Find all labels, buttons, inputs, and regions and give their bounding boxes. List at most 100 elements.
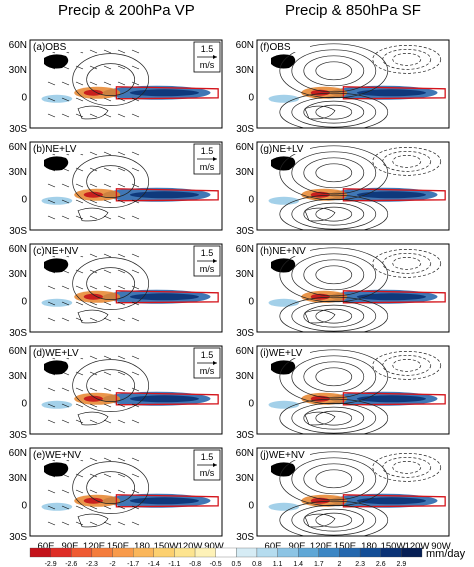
panel-label: (i)WE+LV <box>260 348 303 359</box>
contour <box>303 361 365 393</box>
wind-vector <box>75 215 84 220</box>
panel-label: (d)WE+LV <box>33 348 79 359</box>
panel-frame <box>256 345 450 435</box>
wind-vector <box>89 521 98 526</box>
panel-frame <box>29 345 223 435</box>
wind-vector <box>61 269 70 274</box>
panel-frame <box>29 447 223 537</box>
wind-vector <box>47 403 56 408</box>
coastline <box>77 513 109 528</box>
colorbar-swatch <box>50 547 72 558</box>
panel-frame <box>29 141 223 231</box>
wind-vector <box>117 403 126 408</box>
map-field <box>268 451 446 536</box>
map-field <box>41 253 219 324</box>
contour <box>291 198 377 230</box>
wind-vector <box>103 81 112 86</box>
wind-vector <box>131 387 140 392</box>
wind-vector <box>117 371 126 376</box>
contour <box>291 300 377 332</box>
wind-vector <box>75 473 84 478</box>
wind-vector <box>89 167 98 172</box>
wind-vector <box>47 521 56 526</box>
wet-core <box>356 497 426 505</box>
contour <box>291 355 377 399</box>
wind-vector <box>75 419 84 424</box>
wind-vector <box>131 457 140 462</box>
dashed-contour <box>382 151 432 172</box>
wind-vector <box>75 505 84 510</box>
ref-vector-unit: m/s <box>200 366 215 376</box>
contour <box>315 206 353 222</box>
coastline <box>304 207 336 222</box>
ref-vector-value: 1.5 <box>201 146 214 156</box>
wind-vector <box>103 65 112 70</box>
panel-label: (c)NE+NV <box>33 246 79 257</box>
indian-ocean-wet <box>268 196 300 205</box>
wind-vector <box>47 371 56 376</box>
wind-vector <box>47 65 56 70</box>
lat-tick-label: 30S <box>9 124 27 135</box>
wind-vector <box>131 151 140 156</box>
wind-vector <box>131 419 140 424</box>
colorbar-tick-label: 2 <box>338 561 342 567</box>
land-mass <box>44 156 69 171</box>
wind-vector <box>103 317 112 322</box>
dashed-contour <box>392 155 422 168</box>
wind-vector <box>89 199 98 204</box>
wind-vector <box>75 199 84 204</box>
wind-vector <box>131 317 140 322</box>
wind-vector <box>103 167 112 172</box>
dry-core <box>83 497 103 504</box>
lat-tick-label: 60N <box>9 346 27 357</box>
wind-vector <box>61 505 70 510</box>
nino-box-outline <box>115 188 219 202</box>
lat-tick-label: 30S <box>236 430 254 441</box>
wind-vector <box>103 151 112 156</box>
nino-box-outline <box>342 188 446 202</box>
colorbar-tick-label: -0.5 <box>210 561 222 567</box>
lon-tick-label: 150W <box>381 541 406 552</box>
map-field <box>41 49 219 120</box>
wind-vector <box>61 285 70 290</box>
wind-vector <box>47 285 56 290</box>
colorbar-tick-label: 1.4 <box>293 561 303 567</box>
dashed-contour <box>372 453 442 482</box>
indian-ocean-wet <box>41 196 73 205</box>
ref-vector-unit: m/s <box>200 264 215 274</box>
wet-core <box>129 293 199 301</box>
colorbar-tick-label: -2.9 <box>45 561 57 567</box>
wet-core <box>356 89 426 97</box>
contour <box>303 463 365 495</box>
wind-vector <box>89 371 98 376</box>
contour <box>86 63 135 96</box>
wind-vector <box>103 489 112 494</box>
contour <box>291 253 377 297</box>
coastline <box>304 105 336 120</box>
wind-vector <box>117 301 126 306</box>
contour <box>291 402 377 434</box>
wet-core <box>129 89 199 97</box>
contour <box>72 53 149 106</box>
contour <box>303 157 365 189</box>
lat-tick-label: 30S <box>236 328 254 339</box>
wind-vector <box>61 215 70 220</box>
dashed-contour <box>392 257 422 270</box>
panel-frame <box>29 39 223 129</box>
nino-box-outline <box>115 86 219 100</box>
contour <box>315 265 353 285</box>
panel-label: (g)NE+LV <box>260 144 304 155</box>
lat-tick-label: 60N <box>236 448 254 459</box>
lat-tick-label: 30S <box>236 226 254 237</box>
indian-ocean-wet <box>41 94 73 103</box>
wind-vector <box>61 183 70 188</box>
lat-tick-label: 30N <box>9 269 27 280</box>
lat-tick-label: 30S <box>9 430 27 441</box>
wind-vector <box>131 81 140 86</box>
lon-tick-label: 90W <box>204 541 224 552</box>
wind-vector <box>117 489 126 494</box>
wind-vector <box>61 199 70 204</box>
map-panel: (f)OBS 60N 30N 0 30S <box>236 39 450 135</box>
wind-vector <box>61 301 70 306</box>
